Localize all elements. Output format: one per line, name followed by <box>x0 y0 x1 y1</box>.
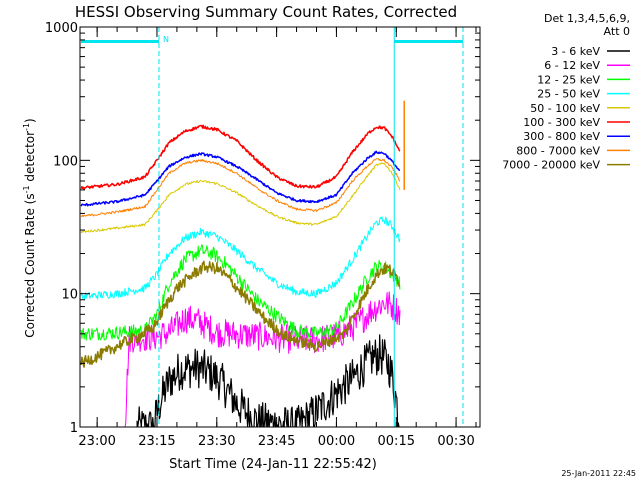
y-tick-label: 100 <box>53 154 78 169</box>
legend-label-3: 12 - 25 keV <box>537 73 600 86</box>
series-line-4 <box>80 216 401 301</box>
footer-date: 25-Jan-2011 22:45 <box>561 469 636 478</box>
night-bar-1 <box>81 40 159 43</box>
series-line-5 <box>80 162 401 234</box>
series-line-9 <box>80 260 401 368</box>
legend-label-7: 300 - 800 keV <box>523 130 600 143</box>
series-line-6 <box>80 124 401 190</box>
legend-label-5: 50 - 100 keV <box>530 102 600 115</box>
x-tick-label: 23:00 <box>78 434 115 449</box>
legend-label-2: 6 - 12 keV <box>544 59 600 72</box>
series-line-7 <box>80 150 400 207</box>
night-bar-label: N <box>163 35 169 44</box>
x-tick-label: 00:00 <box>318 434 355 449</box>
chart-title: HESSI Observing Summary Count Rates, Cor… <box>75 3 457 21</box>
y-axis-label: Corrected Count Rate (s-1 detector-1) <box>22 118 37 337</box>
x-tick-label: 00:15 <box>378 434 415 449</box>
series-line-2 <box>124 291 401 427</box>
y-tick-label: 10 <box>61 288 78 303</box>
legend-header-line1: Det 1,3,4,5,6,9, <box>544 12 630 25</box>
night-bar-2 <box>394 40 463 43</box>
axes-layer: 1 10 100 1000 23:00 23:15 23:30 23:45 00:00 00:15… <box>45 21 481 449</box>
legend-label-8: 800 - 7000 keV <box>516 144 600 157</box>
series-line-1 <box>136 334 400 427</box>
plot-frame <box>79 26 481 428</box>
x-tick-label: 23:15 <box>138 434 175 449</box>
x-axis-label: Start Time (24-Jan-11 22:55:42) <box>169 457 377 472</box>
x-tick-label: 23:30 <box>198 434 235 449</box>
series-layer <box>80 124 401 427</box>
y-tick-label: 1000 <box>45 21 78 36</box>
legend-label-4: 25 - 50 keV <box>537 88 600 101</box>
series-line-3 <box>80 244 401 341</box>
legend-label-9: 7000 - 20000 keV <box>502 159 600 172</box>
y-tick-label: 1 <box>70 421 78 436</box>
legend-label-6: 100 - 300 keV <box>523 116 600 129</box>
x-tick-label: 00:30 <box>437 434 474 449</box>
x-tick-label: 23:45 <box>258 434 295 449</box>
legend-label-1: 3 - 6 keV <box>551 45 600 58</box>
legend-header-line2: Att 0 <box>604 25 630 38</box>
overlay-layer: N <box>81 27 464 427</box>
series-line-8 <box>80 158 401 217</box>
